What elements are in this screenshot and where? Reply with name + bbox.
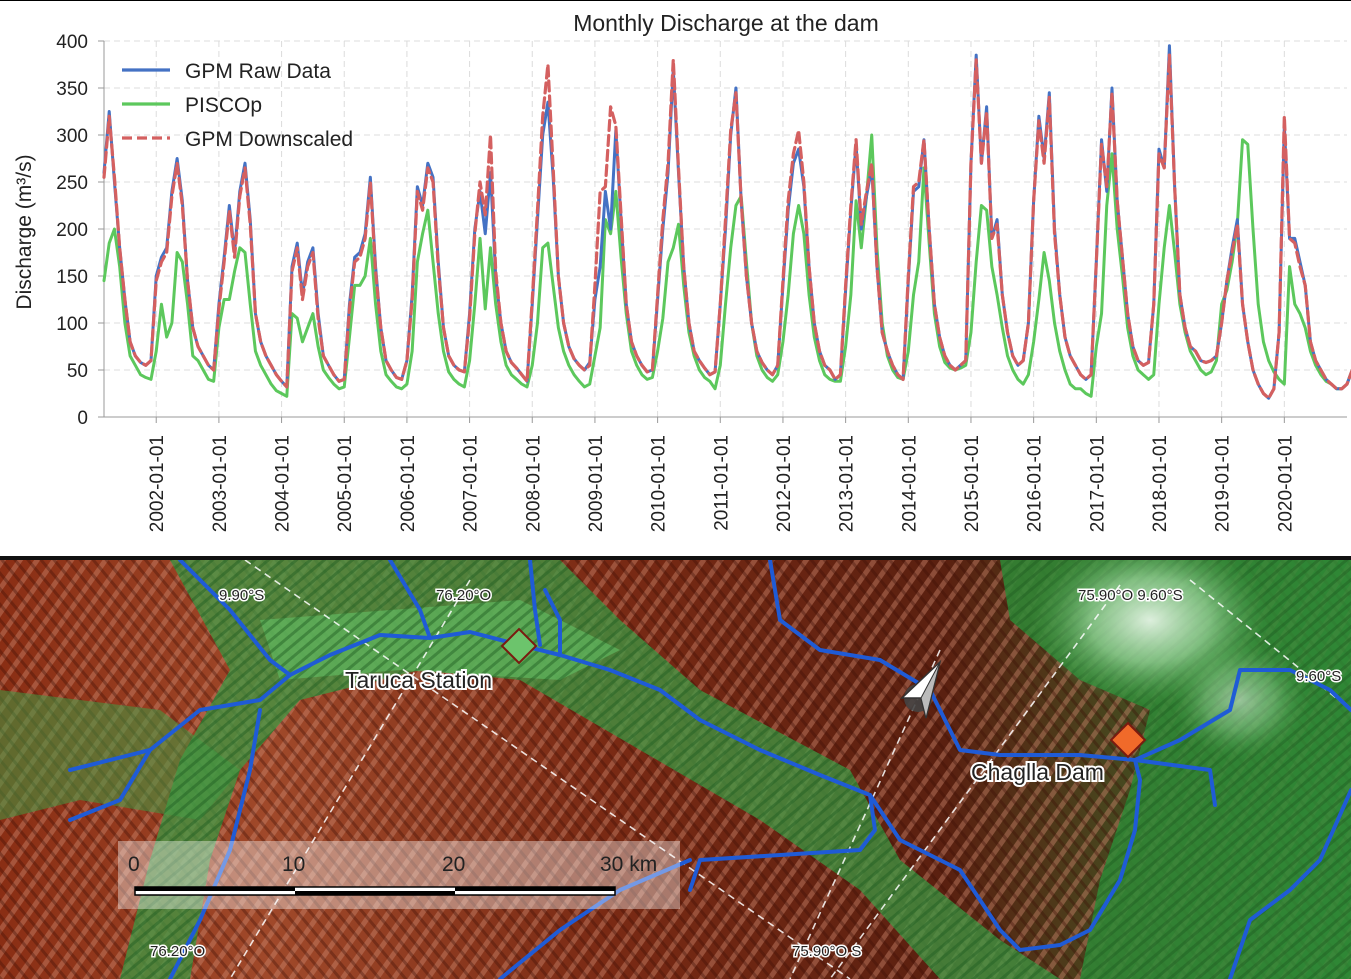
north-arrow-icon <box>900 659 942 719</box>
grid-label-top-1: 9.90°S <box>219 587 264 604</box>
y-axis-label: Discharge (m³/s) <box>13 154 36 309</box>
y-tick-label: 250 <box>56 173 88 194</box>
y-tick-label: 300 <box>56 126 88 147</box>
series-line-gpm-downscaled <box>102 53 1351 400</box>
grid-label-top-2: 76.20°O <box>436 587 491 604</box>
y-tick-label: 100 <box>56 314 88 335</box>
discharge-chart: 0 50 100 150 200 250 300 350 400 2002-01-01 2003-0… <box>13 10 1351 532</box>
chaglla-dam-label: Chaglla Dam <box>971 759 1104 785</box>
legend-entry: GPM Downscaled <box>185 128 353 151</box>
y-tick-label: 200 <box>56 220 88 241</box>
grid-label-right-1: 9.60°S <box>1296 668 1341 685</box>
x-tick-label: 2012-01-01 <box>774 435 795 532</box>
x-tick-label: 2015-01-01 <box>962 435 983 532</box>
station-marker-icon <box>500 627 538 665</box>
x-tick-label: 2002-01-01 <box>147 435 168 532</box>
x-tick-label: 2005-01-01 <box>335 435 356 532</box>
y-tick-label: 0 <box>77 408 88 429</box>
y-tick-label: 150 <box>56 267 88 288</box>
x-tick-label: 2017-01-01 <box>1087 435 1108 532</box>
x-tick-label: 2011-01-01 <box>711 435 732 531</box>
y-tick-label: 50 <box>67 361 88 382</box>
chart-title: Monthly Discharge at the dam <box>573 10 879 36</box>
dam-marker-icon <box>1109 721 1147 759</box>
x-tick-label: 2010-01-01 <box>649 435 670 532</box>
panel-divider <box>0 556 1351 560</box>
legend-entry: GPM Raw Data <box>185 60 331 83</box>
rivers <box>68 560 1351 979</box>
scale-label-30: 30 km <box>600 853 657 876</box>
terrain-map: 0 10 20 30 km Taruca Station Chaglla Dam… <box>0 560 1351 979</box>
taruca-station-label: Taruca Station <box>345 667 492 693</box>
x-tick-label: 2020-01-01 <box>1275 435 1296 532</box>
x-tick-label: 2018-01-01 <box>1150 435 1171 532</box>
legend-entry: PISCOp <box>185 94 262 117</box>
map-panel: 0 10 20 30 km Taruca Station Chaglla Dam… <box>0 560 1351 979</box>
x-tick-label: 2016-01-01 <box>1025 435 1046 532</box>
x-tick-label: 2013-01-01 <box>837 435 858 532</box>
scale-label-10: 10 <box>282 853 305 876</box>
grid-label-bottom-2: 75.90°O S <box>792 943 861 960</box>
x-tick-label: 2007-01-01 <box>461 435 482 532</box>
x-tick-label: 2006-01-01 <box>398 435 419 532</box>
green-valley-zones <box>0 560 1351 979</box>
scale-label-20: 20 <box>442 853 465 876</box>
y-tick-label: 400 <box>56 32 88 53</box>
grid-label-bottom-1: 76.20°O <box>150 943 205 960</box>
x-tick-label: 2009-01-01 <box>586 435 607 532</box>
x-tick-label: 2008-01-01 <box>523 435 544 532</box>
x-tick-label: 2014-01-01 <box>899 435 920 532</box>
x-tick-label: 2003-01-01 <box>210 435 231 532</box>
chart-panel: 0 50 100 150 200 250 300 350 400 2002-01-01 2003-0… <box>0 0 1351 533</box>
scale-label-0: 0 <box>128 853 140 876</box>
scale-bar: 0 10 20 30 km <box>118 841 680 909</box>
series-line-piscop <box>102 133 1351 398</box>
x-tick-label: 2019-01-01 <box>1213 435 1234 532</box>
y-tick-label: 350 <box>56 79 88 100</box>
x-tick-label: 2004-01-01 <box>273 435 294 532</box>
grid-label-top-3: 75.90°O 9.60°S <box>1078 587 1183 604</box>
